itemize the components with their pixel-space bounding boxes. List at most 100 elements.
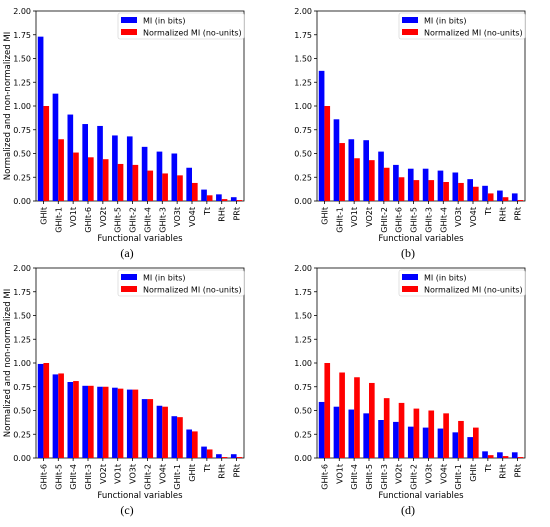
panel-label-b: (b) [401,246,415,260]
x-tick-label: GHIt [469,464,478,482]
x-tick-label: GHIt-2 [380,207,389,233]
y-tick-label: 0.50 [13,407,31,416]
bar-nmi [236,200,243,201]
y-tick-label: 1.25 [294,78,312,87]
bar-mi [216,194,222,201]
bar-mi [452,172,459,201]
x-tick-label: GHIt-6 [395,207,404,233]
bar-mi [511,452,518,458]
bar-nmi [398,177,405,201]
y-tick-label: 0.50 [294,407,312,416]
x-tick-label: VO2t [99,464,108,484]
bar-nmi [162,406,168,458]
y-tick-label: 1.75 [294,31,312,40]
y-tick-label: 1.50 [13,312,31,321]
bar-mi [467,437,473,458]
legend-label-nmi: Normalized MI (no-units) [424,29,523,38]
bar-nmi [369,382,375,458]
bar-mi [156,405,163,458]
bar-nmi [354,377,360,458]
bar-nmi [369,160,375,201]
x-tick-label: GHIt-5 [54,464,63,490]
bar-nmi [43,363,50,458]
y-tick-label: 1.75 [294,288,312,297]
bar-nmi [221,199,228,201]
legend-swatch-nmi [402,286,418,292]
x-tick-label: GHIt-2 [143,464,152,490]
x-tick-label: GHIt-4 [143,207,152,233]
x-tick-label: GHIt-3 [84,464,93,490]
bar-mi [186,429,192,458]
bar-mi [437,428,444,458]
bar-nmi [443,182,449,201]
x-tick-label: GHIt-4 [69,464,78,490]
x-tick-label: GHIt-1 [173,464,182,490]
y-tick-label: 0.75 [294,126,312,135]
bar-nmi [206,195,213,201]
y-tick-label: 1.50 [294,312,312,321]
bar-mi [452,432,459,458]
bar-mi [171,416,178,458]
y-tick-label: 2.00 [13,264,31,273]
legend-label-mi: MI (in bits) [424,17,467,26]
x-tick-label: Tt [203,207,212,216]
bar-nmi [43,106,50,201]
bar-nmi [458,182,464,201]
x-tick-label: GHIt-6 [320,464,329,490]
bar-mi [497,452,503,458]
legend-label-mi: MI (in bits) [143,274,186,283]
x-tick-label: GHIt-2 [129,207,138,233]
bar-nmi [517,457,524,458]
plot-frame [316,267,526,459]
legend-label-mi: MI (in bits) [143,17,186,26]
x-tick-label: RHt [218,464,227,479]
x-axis-label: Functional variables [97,491,183,501]
bar-nmi [324,363,331,458]
bar-nmi [147,170,154,201]
bar-mi [497,190,503,201]
y-tick-label: 1.00 [13,102,31,111]
bar-mi [52,374,59,458]
bar-mi [348,139,355,201]
bar-nmi [487,455,494,458]
x-tick-label: GHIt-4 [350,464,359,490]
legend-label-nmi: Normalized MI (no-units) [143,286,242,295]
x-tick-label: VO3t [424,464,433,484]
x-tick-label: GHIt-5 [410,207,419,233]
y-tick-label: 2.00 [294,7,312,16]
bar-mi [216,454,222,458]
x-tick-label: VO2t [395,464,404,484]
legend-box [117,269,245,297]
bar-mi [348,409,355,458]
x-tick-label: VO2t [365,207,374,227]
bar-mi [422,168,429,201]
y-tick-label: 1.50 [294,55,312,64]
y-tick-label: 2.00 [294,264,312,273]
bar-nmi [383,398,390,458]
bar-mi [230,197,237,201]
x-tick-label: VO4t [188,207,197,227]
y-tick-label: 0.00 [294,454,312,463]
x-tick-label: VO3t [129,464,138,484]
bar-mi [422,427,429,458]
bar-mi [407,426,414,458]
x-tick-label: VO3t [173,207,182,227]
y-tick-label: 0.75 [13,126,31,135]
bar-mi [201,189,207,201]
bar-nmi [458,420,464,458]
legend-swatch-nmi [121,29,137,35]
bar-nmi [102,159,109,201]
bar-nmi [398,402,405,458]
x-tick-label: Tt [203,464,212,473]
plot-frame [35,10,245,202]
x-tick-label: GHIt-4 [439,207,448,233]
bar-nmi [517,200,524,201]
y-tick-label: 1.75 [13,288,31,297]
x-tick-label: GHIt-3 [158,207,167,233]
bar-nmi [324,106,331,201]
x-tick-label: VO4t [469,207,478,227]
bar-nmi [428,180,435,201]
bar-mi [82,385,88,458]
bar-mi [482,451,488,458]
